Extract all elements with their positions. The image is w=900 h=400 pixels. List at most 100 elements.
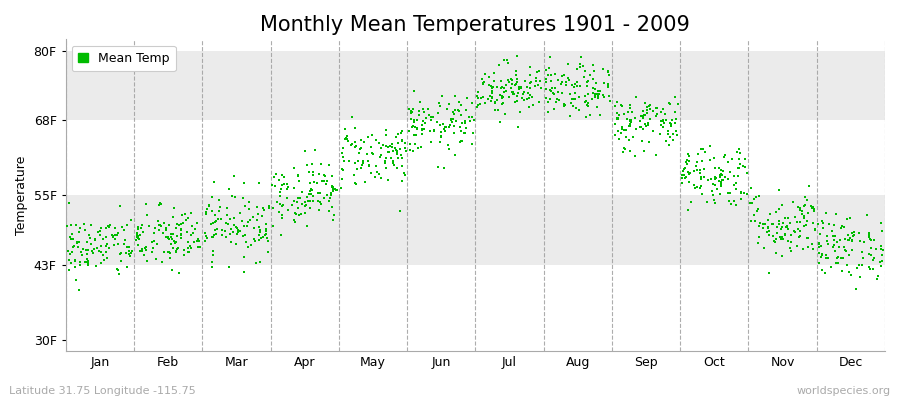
Point: [240, 244, 255, 250]
Point: [448, 118, 463, 124]
Point: [806, 204, 820, 211]
Point: [710, 186, 724, 193]
Point: [580, 78, 594, 85]
Point: [140, 201, 154, 207]
Point: [184, 245, 199, 252]
Point: [61, 200, 76, 206]
Point: [325, 204, 339, 210]
Point: [408, 124, 422, 130]
Point: [694, 176, 708, 182]
Point: [502, 94, 517, 100]
Point: [356, 158, 371, 164]
Point: [521, 90, 535, 96]
Point: [174, 226, 188, 232]
Point: [732, 156, 746, 162]
Point: [694, 174, 708, 180]
Point: [198, 209, 212, 216]
Point: [541, 108, 555, 115]
Point: [811, 221, 825, 228]
Point: [532, 68, 546, 74]
Point: [304, 187, 319, 193]
Point: [453, 139, 467, 146]
Point: [134, 222, 148, 228]
Point: [391, 165, 405, 172]
Point: [572, 94, 586, 100]
Point: [615, 103, 629, 109]
Point: [721, 176, 735, 182]
Point: [643, 102, 657, 108]
Point: [526, 102, 541, 109]
Point: [837, 244, 851, 250]
Point: [273, 201, 287, 207]
Point: [175, 235, 189, 242]
Point: [723, 169, 737, 176]
Point: [417, 108, 431, 115]
Point: [253, 227, 267, 233]
Point: [157, 249, 171, 255]
Point: [354, 165, 368, 172]
Point: [415, 126, 429, 133]
Point: [160, 235, 175, 241]
Point: [783, 245, 797, 251]
Point: [152, 222, 166, 229]
Point: [276, 181, 291, 188]
Point: [585, 96, 599, 102]
Point: [557, 101, 572, 107]
Point: [336, 167, 350, 173]
Point: [492, 62, 507, 69]
Point: [294, 189, 309, 195]
Point: [70, 239, 85, 245]
Point: [581, 78, 596, 84]
Point: [374, 154, 388, 160]
Point: [557, 72, 572, 78]
Point: [507, 91, 521, 98]
Point: [590, 91, 605, 98]
Point: [663, 101, 678, 107]
Point: [841, 262, 855, 268]
Point: [104, 232, 119, 238]
Point: [379, 154, 393, 161]
Point: [443, 122, 457, 128]
Point: [621, 109, 635, 115]
Point: [147, 238, 161, 244]
Point: [501, 77, 516, 84]
Point: [618, 146, 633, 153]
Point: [623, 102, 637, 108]
Point: [389, 134, 403, 140]
Point: [496, 94, 510, 101]
Point: [138, 245, 152, 251]
Point: [256, 212, 270, 219]
Point: [77, 258, 92, 265]
Point: [399, 147, 413, 154]
Point: [358, 179, 373, 186]
Point: [387, 162, 401, 168]
Point: [112, 251, 127, 257]
Point: [714, 178, 728, 185]
Point: [659, 137, 673, 144]
Point: [830, 239, 844, 245]
Point: [63, 234, 77, 240]
Point: [452, 108, 466, 114]
Point: [335, 150, 349, 156]
Point: [361, 134, 375, 140]
Point: [134, 225, 148, 232]
Point: [199, 211, 213, 217]
Point: [790, 218, 805, 225]
Title: Monthly Mean Temperatures 1901 - 2009: Monthly Mean Temperatures 1901 - 2009: [260, 15, 690, 35]
Point: [190, 238, 204, 244]
Point: [410, 125, 424, 132]
Point: [356, 162, 370, 168]
Point: [436, 164, 451, 171]
Point: [374, 145, 389, 152]
Point: [791, 204, 806, 210]
Point: [733, 160, 747, 167]
Point: [855, 261, 869, 268]
Point: [123, 250, 138, 256]
Point: [791, 226, 806, 232]
Point: [393, 146, 408, 152]
Point: [838, 236, 852, 242]
Point: [163, 250, 177, 256]
Point: [551, 77, 565, 84]
Point: [639, 123, 653, 129]
Point: [178, 217, 193, 223]
